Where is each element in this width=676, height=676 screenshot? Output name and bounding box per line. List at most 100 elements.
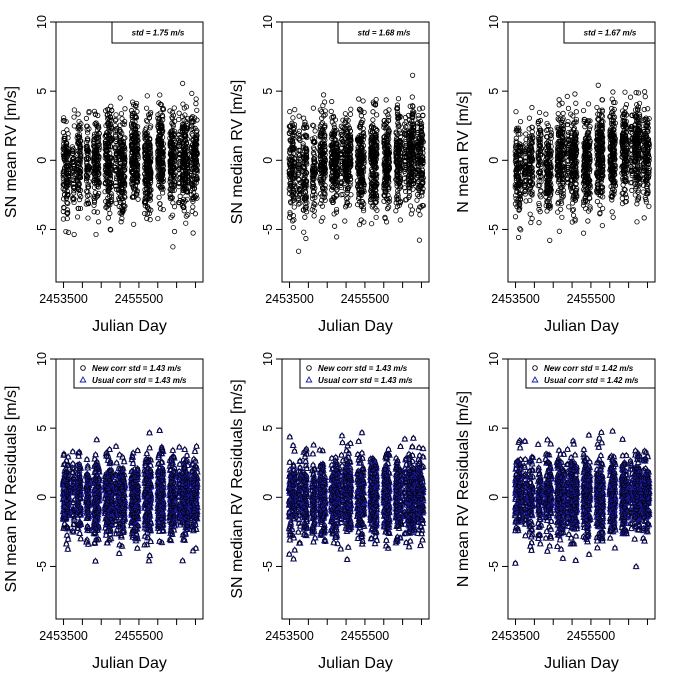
legend-label: std = 1.68 m/s [358, 29, 411, 38]
point [415, 198, 419, 202]
point [190, 91, 194, 95]
legend: std = 1.75 m/s [112, 22, 203, 43]
x-axis-title: Julian Day [92, 318, 167, 335]
point [72, 232, 76, 236]
figure-six-panel-scatter: -505102453500 2455500Julian DaySN mean RV… [0, 0, 676, 676]
point [190, 132, 194, 136]
legend-label: std = 1.75 m/s [132, 29, 185, 38]
point [537, 220, 541, 224]
y-tick-label: 0 [35, 157, 49, 164]
point [565, 94, 569, 98]
point [190, 209, 194, 213]
point [394, 209, 398, 213]
point [158, 206, 162, 210]
point [72, 115, 76, 119]
point [548, 238, 552, 242]
point [92, 203, 96, 207]
point [410, 73, 414, 77]
point [177, 111, 181, 115]
point [349, 107, 353, 111]
point [94, 232, 98, 236]
point [530, 105, 534, 109]
point [518, 119, 522, 123]
point [92, 109, 96, 113]
point [329, 109, 333, 113]
point [528, 212, 532, 216]
point [581, 203, 585, 207]
point [514, 109, 518, 113]
point [194, 101, 198, 105]
point [191, 231, 195, 235]
point [566, 119, 570, 123]
point [417, 238, 421, 242]
point [410, 208, 414, 212]
x-tick-label: 2453500 [265, 292, 314, 306]
point [180, 81, 184, 85]
point [514, 136, 518, 140]
point [334, 235, 338, 239]
point [574, 110, 578, 114]
point [403, 115, 407, 119]
point [581, 108, 585, 112]
point [573, 92, 577, 96]
point [64, 229, 68, 233]
point [86, 216, 90, 220]
y-tick-label: 0 [261, 157, 275, 164]
point [544, 128, 548, 132]
point [537, 110, 541, 114]
point [374, 97, 378, 101]
y-tick-label: 10 [261, 15, 275, 29]
point [171, 245, 175, 249]
x-axis-title: Julian Day [318, 318, 393, 335]
point [75, 215, 79, 219]
point [348, 112, 352, 116]
point [361, 99, 365, 103]
point [369, 221, 373, 225]
point [545, 209, 549, 213]
point [156, 216, 160, 220]
point [357, 223, 361, 227]
point [304, 236, 308, 240]
point [518, 226, 522, 230]
point [131, 222, 135, 226]
x-tick-label: 2455500 [341, 292, 390, 306]
point [574, 101, 578, 105]
point [161, 207, 165, 211]
point [194, 97, 198, 101]
point [332, 224, 336, 228]
point [303, 215, 307, 219]
point [72, 108, 76, 112]
point [339, 175, 343, 179]
y-axis-title: SN median RV [m/s] [229, 80, 246, 225]
point [374, 113, 378, 117]
point [398, 218, 402, 222]
point [343, 111, 347, 115]
point [119, 112, 123, 116]
point [311, 146, 315, 150]
legend: std = 1.68 m/s [338, 22, 429, 43]
point [312, 214, 316, 218]
point [191, 205, 195, 209]
point [313, 129, 317, 133]
point [567, 205, 571, 209]
point [108, 211, 112, 215]
point [106, 216, 110, 220]
point [530, 216, 534, 220]
point [371, 110, 375, 114]
point [297, 114, 301, 118]
point [302, 230, 306, 234]
point [516, 235, 520, 239]
point [172, 106, 176, 110]
point [566, 106, 570, 110]
point [292, 205, 296, 209]
point [560, 215, 564, 219]
x-tick-label: 2455500 [115, 292, 164, 306]
point [195, 108, 199, 112]
point [130, 100, 134, 104]
point [157, 195, 161, 199]
data-points [287, 73, 426, 253]
point [120, 117, 124, 121]
